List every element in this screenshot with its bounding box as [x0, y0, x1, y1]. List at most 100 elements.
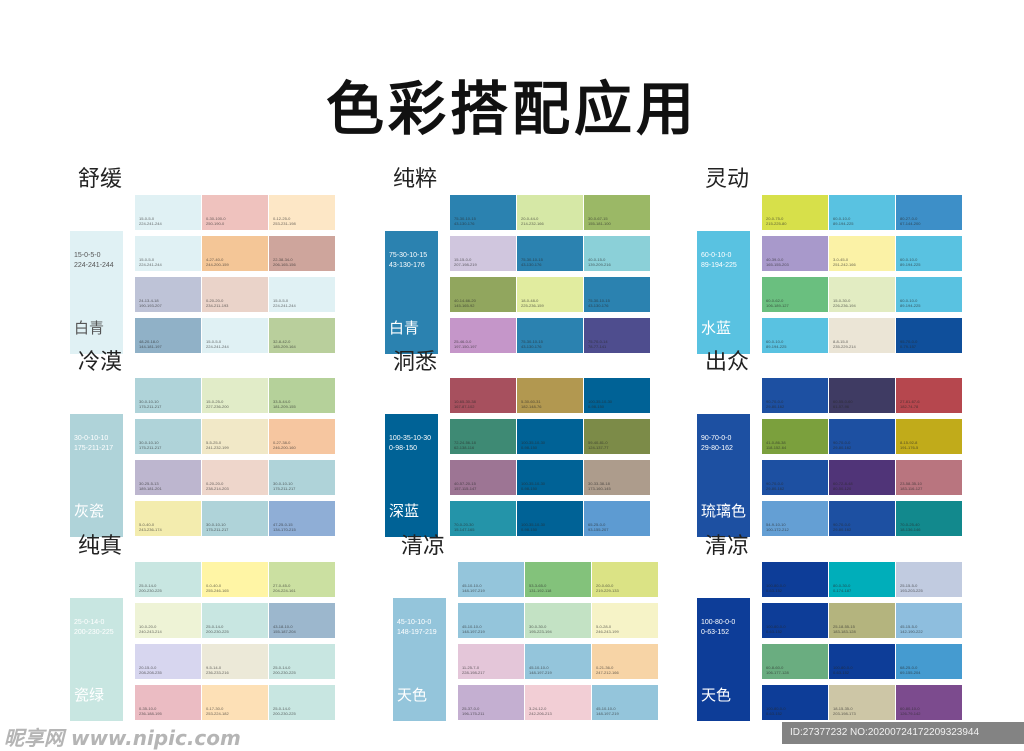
swatch-code: 0-21-36-0 247-212-166: [596, 665, 619, 675]
color-swatch: 15-15-0-0 207-198-219: [450, 236, 516, 271]
swatch-rgb: 253-224-182: [206, 711, 229, 716]
swatch-code: 60-55-0-60 61-57-96: [833, 399, 853, 409]
palette-title: 冷漠: [78, 350, 123, 375]
swatch-cmyk: 60-0-62-0: [766, 298, 784, 303]
swatch-rgb: 67-144-200: [900, 221, 921, 226]
color-swatch: 60-80-10-0 126-79-142: [896, 685, 962, 720]
color-swatch: 70-0-25-40 18-136-146: [896, 501, 962, 536]
swatch-cmyk: 60-72-8-48: [833, 481, 853, 486]
swatch-rgb: 100-172-212: [766, 527, 789, 532]
swatch-cmyk: 30-0-67-15: [588, 216, 608, 221]
swatch-code: 54-9-10-10 100-172-212: [766, 522, 789, 532]
swatch-code: 60-0-10-0 89-194-225: [900, 257, 920, 267]
swatch-code: 40-14-66-20 145-165-92: [454, 298, 476, 308]
color-swatch: 0-17-30-0 253-224-182: [202, 685, 268, 720]
color-swatch: 25-18-55-15 183-183-128: [829, 603, 895, 638]
page-title: 色彩搭配应用: [325, 75, 698, 143]
swatch-code: 41-0-86-38 118-152-64: [766, 440, 786, 450]
swatch-rgb: 18-136-146: [900, 527, 921, 532]
swatch-rgb: 167-87-102: [454, 404, 475, 409]
swatch-rgb: 89-194-225: [900, 262, 921, 267]
swatch-cmyk: 90-70-0-0: [833, 440, 851, 445]
swatch-cmyk: 30-0-10-10: [206, 522, 226, 527]
swatch-rgb: 240-243-214: [139, 629, 162, 634]
swatch-cmyk: 68-25-0-0: [900, 665, 918, 670]
color-swatch: 25-46-0-0 197-150-197: [450, 318, 516, 353]
swatch-cmyk: 72-24-56-18: [454, 440, 476, 445]
swatch-rgb: 215-225-80: [766, 221, 787, 226]
swatch-rgb: 173-160-145: [588, 486, 611, 491]
swatch-cmyk: 75-70-0-14: [588, 339, 608, 344]
swatch-code: 25-0-14-0 200-230-225: [139, 583, 162, 593]
swatch-rgb: 182-148-76: [521, 404, 542, 409]
swatch-cmyk: 25-15-5-0: [900, 583, 918, 588]
swatch-rgb: 224-241-244: [139, 262, 162, 267]
swatch-code: 95-70-0-0 0-79-157: [900, 339, 917, 349]
color-swatch: 25-0-14-0 200-230-225: [135, 562, 201, 597]
main-color-cmyk: 60-0-10-0: [701, 252, 732, 259]
color-swatch: 60-0-10-0 89-194-225: [829, 195, 895, 230]
color-swatch: 30-0-10-10 175-211-217: [135, 419, 201, 454]
main-color-cmyk: 90-70-0-0: [701, 435, 732, 442]
swatch-cmyk: 27-0-45-0: [273, 583, 291, 588]
color-swatch: 40-57-20-15 157-115-147: [450, 460, 516, 495]
swatch-rgb: 175-211-217: [206, 527, 229, 532]
color-swatch: 5-0-28-0 246-243-199: [592, 603, 658, 638]
palette-title: 舒缓: [78, 167, 123, 192]
swatch-rgb: 181-209-155: [273, 404, 296, 409]
swatch-code: 75-30-10-15 43-130-176: [454, 216, 476, 226]
swatch-rgb: 190-193-207: [139, 303, 162, 308]
swatch-code: 20-15-0-0 208-208-235: [139, 665, 162, 675]
swatch-cmyk: 15-0-5-0: [139, 257, 155, 262]
swatch-code: 30-0-30-0 195-223-194: [529, 624, 552, 634]
swatch-code: 70-0-25-40 18-136-146: [900, 522, 920, 532]
main-color-swatch: 30-0-10-10 175-211-217 灰瓷: [70, 414, 123, 537]
swatch-cmyk: 8-15-92-8: [900, 440, 918, 445]
swatch-rgb: 0-98-150: [521, 445, 538, 450]
swatch-cmyk: 40-57-20-15: [454, 481, 476, 486]
swatch-rgb: 148-197-219: [462, 588, 485, 593]
swatch-cmyk: 100-80-0-0: [766, 624, 786, 629]
swatch-code: 40-39-0-0 165-155-203: [766, 257, 789, 267]
color-swatch: 100-35-10-30 0-98-150: [517, 460, 583, 495]
color-swatch: 45-10-10-0 148-197-219: [592, 685, 658, 720]
color-swatch: 25-0-14-0 200-230-225: [269, 685, 335, 720]
swatch-code: 32-8-42-0 185-209-164: [273, 339, 296, 349]
swatch-rgb: 148-197-219: [529, 670, 552, 675]
swatch-code: 100-80-0-0 0-63-152: [766, 624, 786, 634]
swatch-cmyk: 43-18-10-0: [273, 624, 293, 629]
color-swatch: 3-0-45-0 251-242-166: [829, 236, 895, 271]
color-swatch: 68-25-0-0 69-155-204: [896, 644, 962, 679]
swatch-code: 20-0-60-0 219-229-133: [596, 583, 619, 593]
swatch-code: 0-30-100-0 250-190-0: [206, 216, 226, 226]
swatch-cmyk: 5-0-28-0: [596, 624, 612, 629]
color-swatch: 45-15-5-0 142-190-222: [896, 603, 962, 638]
color-swatch: 100-80-0-0 0-63-152: [762, 685, 828, 720]
color-swatch: 65-25-0-0 93-155-207: [584, 501, 650, 536]
swatch-cmyk: 15-0-5-0: [139, 216, 155, 221]
swatch-rgb: 29-80-162: [766, 404, 785, 409]
swatch-rgb: 253-231-198: [273, 221, 296, 226]
swatch-rgb: 155-187-204: [273, 629, 296, 634]
main-color-rgb: 43-130-176: [389, 262, 425, 269]
swatch-cmyk: 0-12-25-0: [273, 216, 291, 221]
swatch-rgb: 69-155-204: [900, 670, 921, 675]
swatch-cmyk: 15-15-0-0: [454, 257, 472, 262]
main-color-code: 75-30-10-15 43-130-176: [389, 251, 427, 271]
main-color-swatch: 90-70-0-0 29-80-162 琉璃色: [697, 414, 750, 537]
main-color-cmyk: 75-30-10-15: [389, 252, 428, 259]
swatch-code: 30-0-10-10 175-211-217: [206, 522, 228, 532]
swatch-rgb: 207-198-219: [454, 262, 477, 267]
main-color-rgb: 175-211-217: [74, 445, 114, 452]
main-color-name: 深蓝: [389, 502, 420, 520]
swatch-cmyk: 60-0-10-0: [766, 339, 784, 344]
swatch-rgb: 241-232-199: [206, 445, 229, 450]
color-swatch: 0-20-20-0 234-211-193: [202, 277, 268, 312]
swatch-rgb: 43-130-176: [454, 221, 475, 226]
swatch-code: 5-30-60-31 182-148-76: [521, 399, 541, 409]
color-swatch: 45-10-10-0 148-197-219: [525, 644, 591, 679]
main-color-rgb: 148-197-219: [397, 629, 437, 636]
swatch-rgb: 191-176-5: [900, 445, 919, 450]
swatch-cmyk: 30-33-38-18: [588, 481, 610, 486]
swatch-cmyk: 30-0-10-10: [139, 399, 159, 404]
